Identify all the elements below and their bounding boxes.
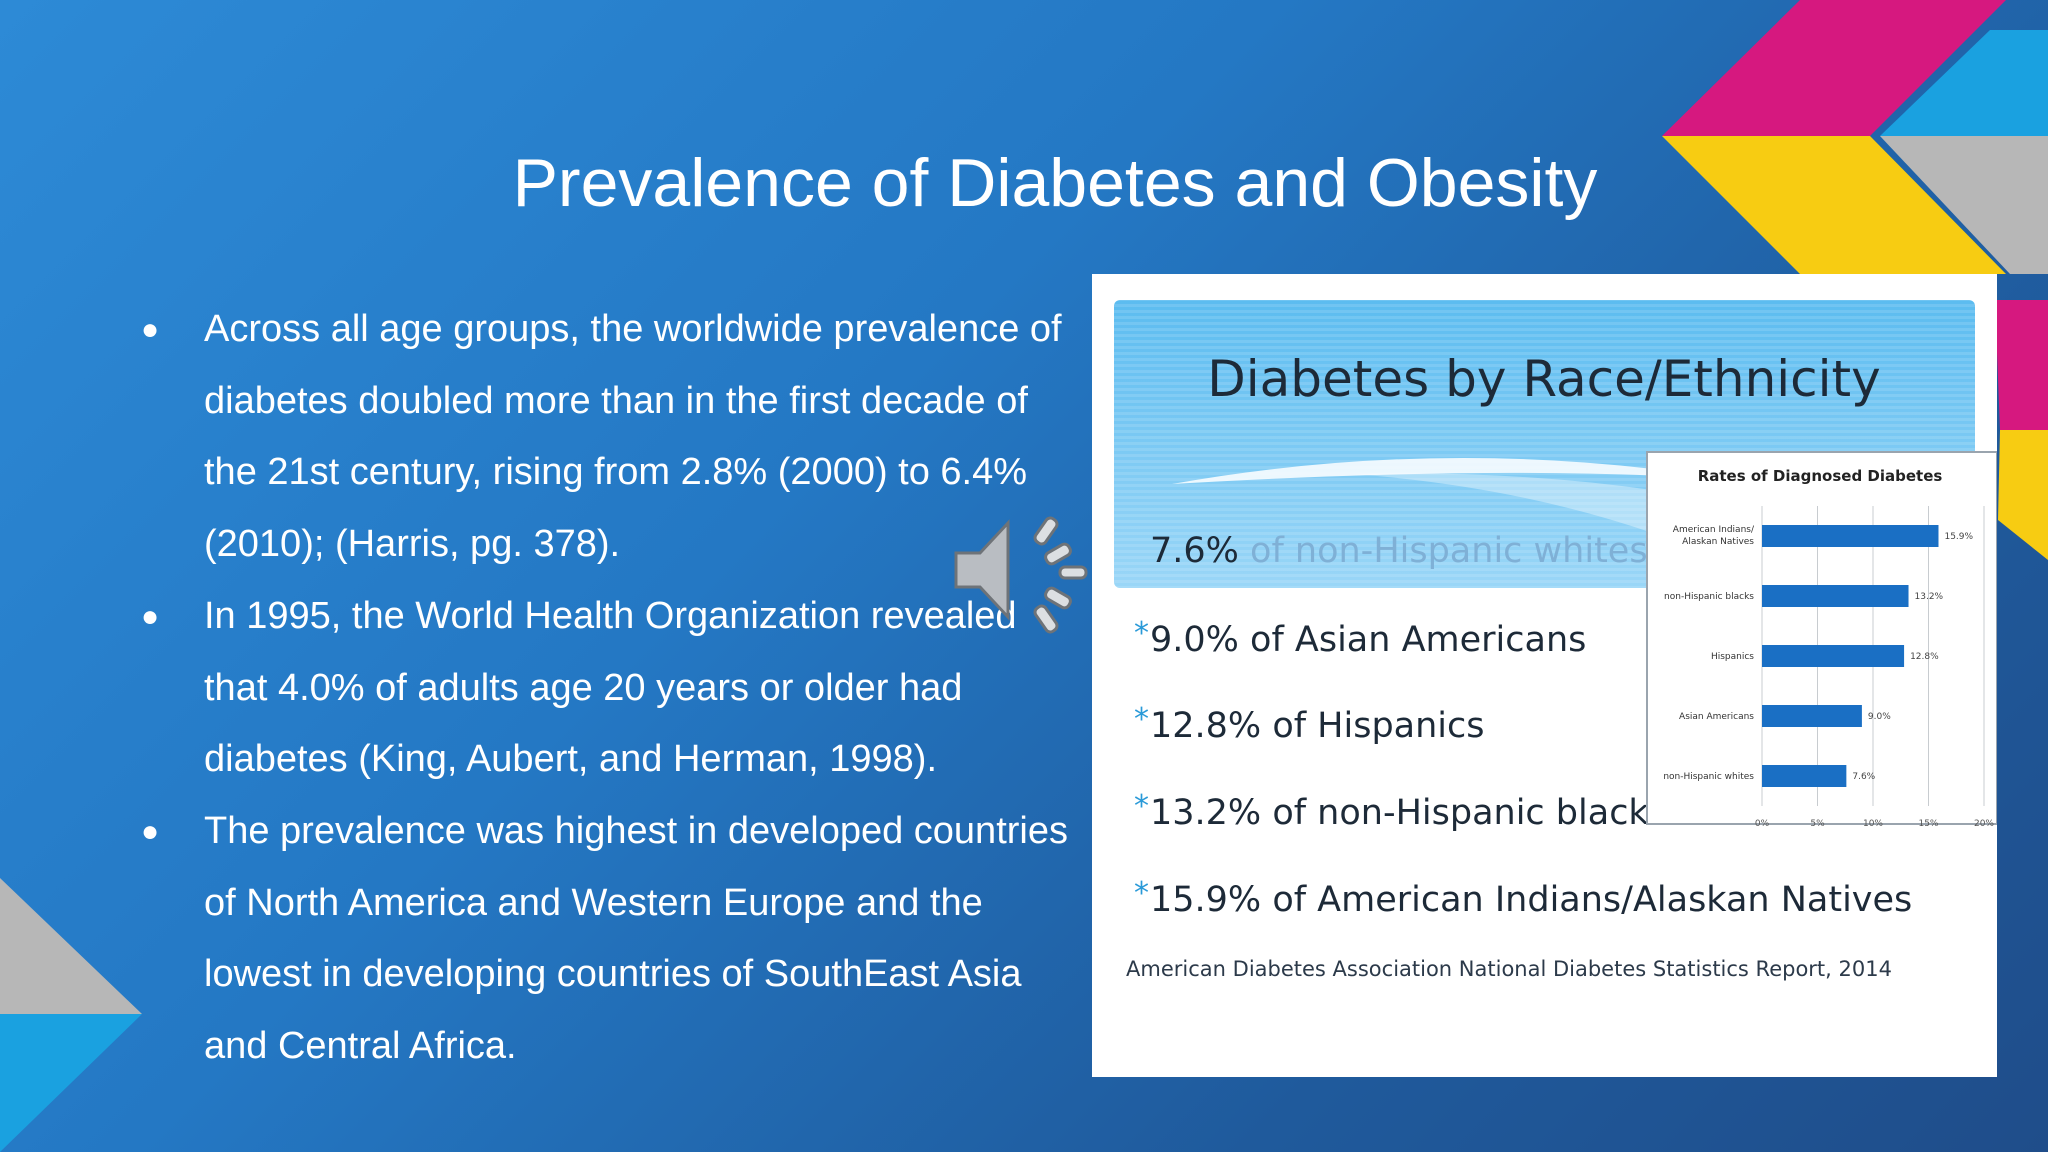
stat-label: of Hispanics: [1272, 706, 1484, 746]
tick-label: 5%: [1810, 819, 1825, 829]
stat-percent: 9.0%: [1150, 620, 1250, 660]
stat-label: of non-Hispanic blacks: [1272, 793, 1667, 833]
stat-line: 12.8% of Hispanics: [1150, 706, 1485, 746]
chart-bar: [1762, 765, 1847, 787]
bullet-text: Across all age groups, the worldwide pre…: [204, 308, 1062, 566]
chart-bar: [1762, 525, 1939, 547]
star-icon: *: [1134, 702, 1149, 737]
bullet-dot: ●: [140, 814, 160, 848]
bar-value-label: 12.8%: [1910, 652, 1939, 662]
tick-label: 15%: [1918, 819, 1938, 829]
chart-bars: 15.9% American Indians/Alaskan Natives 13.…: [1663, 525, 1974, 787]
star-icon: *: [1134, 616, 1149, 651]
bullet-item: ● In 1995, the World Health Organization…: [135, 581, 1080, 796]
bullet-list: ● Across all age groups, the worldwide p…: [135, 294, 1080, 1083]
bar-value-label: 7.6%: [1852, 772, 1875, 782]
bullet-text: In 1995, the World Health Organization r…: [204, 594, 1017, 781]
chart-bar: [1762, 585, 1909, 607]
stat-percent: 7.6%: [1150, 531, 1250, 571]
bar-value-label: 15.9%: [1944, 532, 1973, 542]
inset-chart: Rates of Diagnosed Diabetes 15.9% America…: [1646, 451, 1997, 829]
category-label: Hispanics: [1711, 652, 1754, 662]
stat-list: 7.6% of non-Hispanic whites* 9.0% of Asia…: [1134, 531, 1912, 920]
star-icon: *: [1134, 789, 1149, 824]
category-label: Asian Americans: [1679, 712, 1754, 722]
chart-bar: [1762, 645, 1905, 667]
bullet-dot: ●: [140, 313, 160, 346]
stat-percent: 13.2%: [1150, 793, 1272, 833]
chart-title: Rates of Diagnosed Diabetes: [1698, 467, 1943, 485]
tick-label: 0%: [1755, 819, 1770, 829]
chart-ticks: 0% 5% 10% 15% 20%: [1755, 819, 1995, 829]
chart-frame: [1646, 451, 1997, 825]
figure-source: American Diabetes Association National D…: [1126, 957, 1892, 981]
stat-label: of Asian Americans: [1250, 620, 1586, 660]
stat-line: 13.2% of non-Hispanic blacks: [1150, 793, 1667, 833]
stat-line: 15.9% of American Indians/Alaskan Native…: [1150, 880, 1912, 920]
bar-value-label: 9.0%: [1868, 712, 1891, 722]
figure-heading: Diabetes by Race/Ethnicity: [1207, 350, 1881, 408]
figure-svg: Diabetes by Race/Ethnicity 7.6% of non-H…: [1114, 300, 1997, 981]
tick-label: 10%: [1863, 819, 1883, 829]
bullet-item: ● The prevalence was highest in develope…: [135, 796, 1080, 1083]
chart-bar: [1762, 705, 1862, 727]
star-icon: *: [1134, 876, 1149, 911]
stat-line: 9.0% of Asian Americans: [1150, 620, 1586, 660]
bullet-text: The prevalence was highest in developed …: [204, 809, 1068, 1068]
stat-percent: 15.9%: [1150, 880, 1272, 920]
category-label: non-Hispanic whites: [1663, 772, 1754, 782]
category-label: non-Hispanic blacks: [1664, 592, 1754, 602]
category-label: American Indians/Alaskan Natives: [1673, 525, 1755, 547]
slide-title: Prevalence of Diabetes and Obesity: [512, 145, 1598, 221]
bullet-item: ● Across all age groups, the worldwide p…: [135, 294, 1080, 581]
stat-label: of American Indians/Alaskan Natives: [1272, 880, 1912, 920]
tick-label: 20%: [1974, 819, 1994, 829]
ethnicity-figure: Diabetes by Race/Ethnicity 7.6% of non-H…: [1092, 274, 1997, 1077]
stat-label: of non-Hispanic whites: [1250, 531, 1648, 571]
stat-line: 7.6% of non-Hispanic whites: [1150, 531, 1648, 571]
stat-percent: 12.8%: [1150, 706, 1272, 746]
speaker-icon[interactable]: [950, 505, 1090, 635]
bar-value-label: 13.2%: [1915, 592, 1944, 602]
bullet-dot: ●: [140, 599, 160, 633]
